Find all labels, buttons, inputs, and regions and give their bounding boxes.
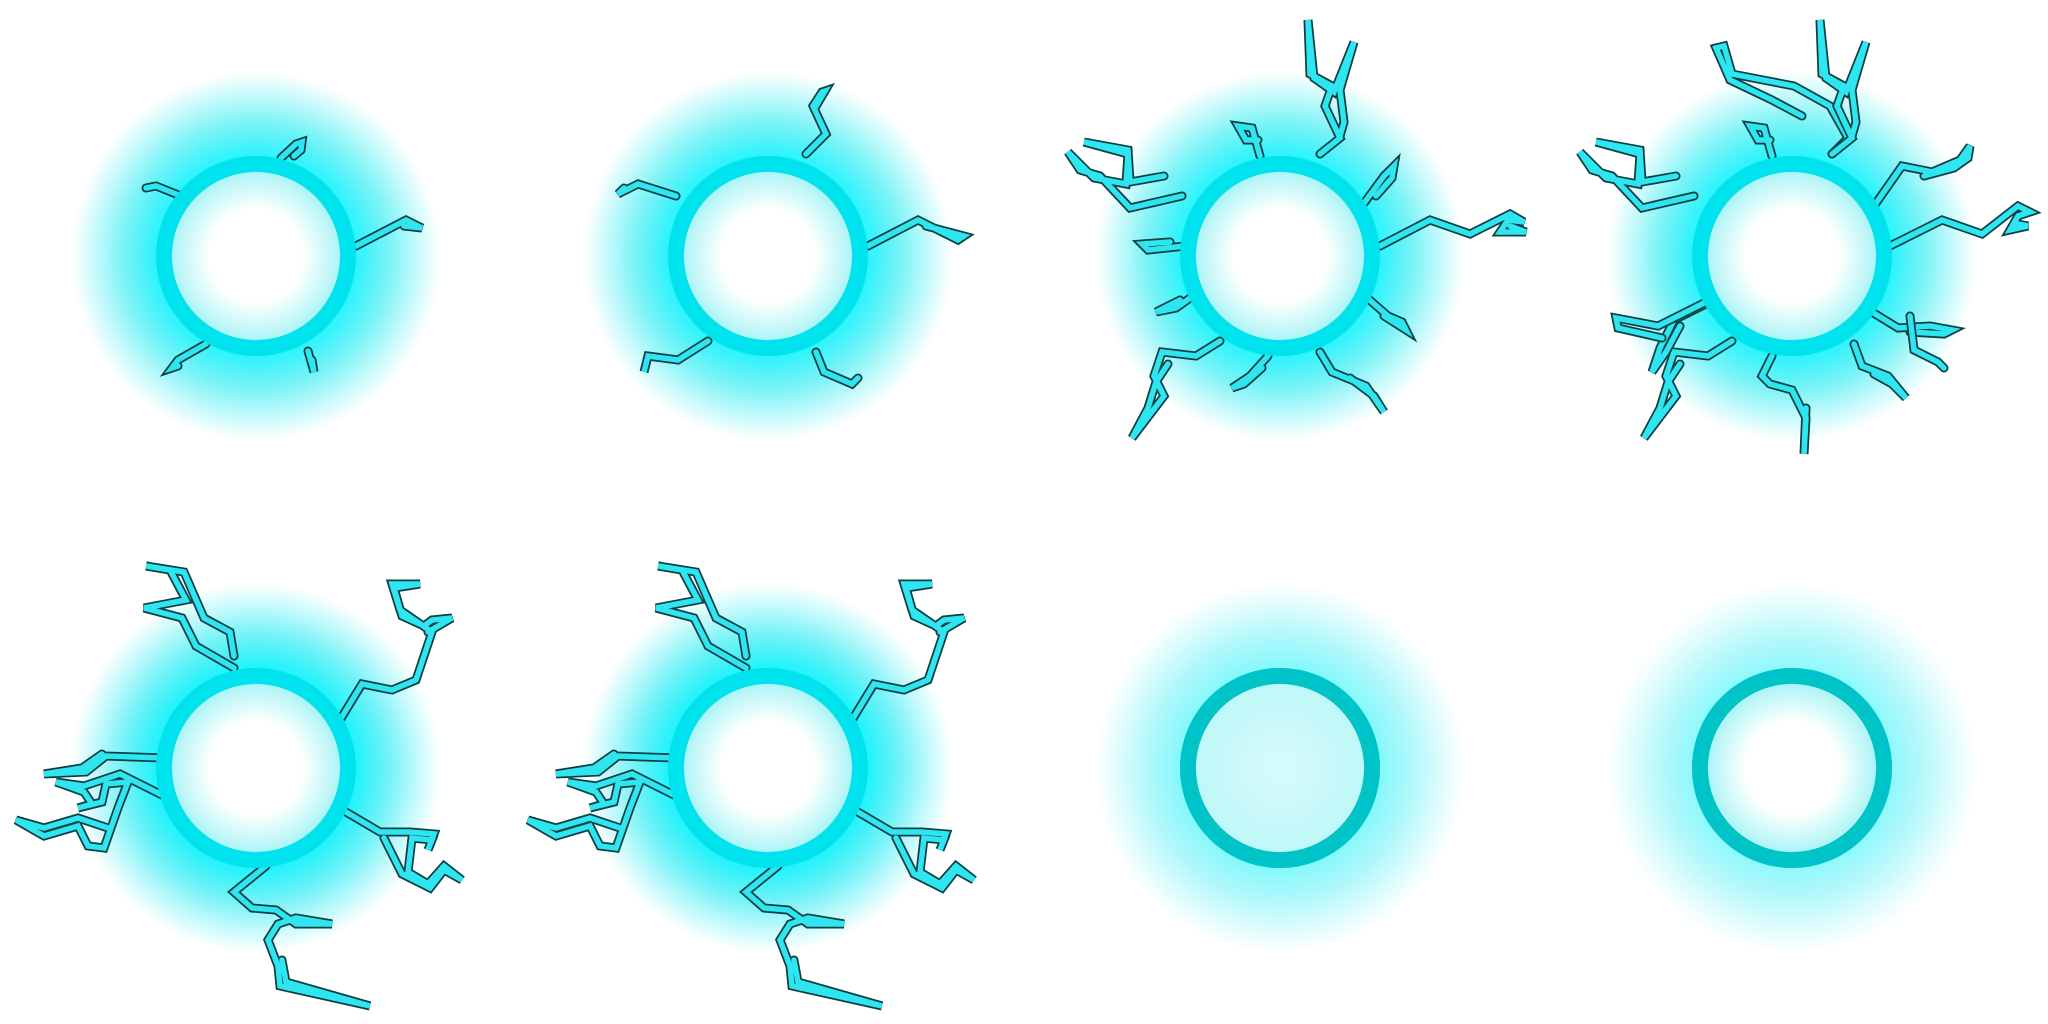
crack-shard-4 (639, 336, 713, 374)
crack-shard-5 (1128, 336, 1225, 441)
orb-ring-shade (668, 156, 868, 356)
sprite-frame-4 (1576, 19, 2042, 455)
crack-shard-3 (863, 214, 975, 251)
crack-shard-9 (1315, 347, 1388, 415)
orb-core (1708, 172, 1876, 340)
crack-shard-3 (1229, 120, 1265, 161)
crack-shard-5 (341, 807, 465, 894)
crack-shard-13 (1741, 120, 1777, 161)
orb-ring (1692, 156, 1892, 356)
orb-ring (668, 668, 868, 868)
crack-shard-1 (1064, 137, 1187, 213)
orb-core (172, 172, 340, 340)
sprite-frame-8 (1607, 583, 1977, 953)
crack-shard-1 (141, 181, 186, 201)
crack-shard-12 (1905, 311, 1949, 373)
crack-shard-3 (351, 214, 425, 251)
crack-shard-6 (227, 861, 372, 1011)
orb-ring-shade (1692, 668, 1892, 868)
crack-shard-3 (1815, 19, 1871, 159)
crack-shard-8 (1360, 291, 1418, 343)
crack-shard-5 (303, 346, 319, 374)
orb-ring-shade (156, 668, 356, 868)
crack-shard-6 (1640, 336, 1737, 441)
crack-shard-11 (1756, 351, 1811, 455)
crack-shard-5 (811, 347, 863, 390)
sprite-frame-2 (583, 71, 975, 441)
sprite-frame-3 (1064, 19, 1528, 441)
crack-shard-5 (853, 807, 977, 894)
crack-shard-2 (1303, 19, 1359, 159)
orb-ring-shade (156, 156, 356, 356)
orb-ring-shade (1180, 668, 1380, 868)
orb-ring-shade (1692, 156, 1892, 356)
frames-layer (13, 19, 2042, 1011)
crack-shard-1 (614, 179, 681, 201)
sprite-frame-7 (1095, 583, 1465, 953)
crack-shard-1 (1576, 137, 1699, 213)
orb-core (684, 172, 852, 340)
orb-ring (668, 156, 868, 356)
orb-core (1708, 684, 1876, 852)
orb-ring (156, 156, 356, 356)
orb-ring (1180, 156, 1380, 356)
sprite-frame-5 (13, 561, 465, 1011)
crack-shard-2 (847, 579, 967, 725)
crack-shard-3 (555, 749, 681, 779)
crack-shard-8 (1610, 293, 1719, 343)
crack-shard-3 (43, 749, 169, 779)
crack-shard-11 (1357, 152, 1401, 211)
orb-core (1196, 172, 1364, 340)
orb-ring-shade (1180, 156, 1380, 356)
orb-core (1196, 684, 1364, 852)
crack-shard-6 (739, 861, 884, 1011)
crack-shard-2 (801, 82, 835, 159)
crack-shard-4 (525, 769, 685, 853)
crack-shard-2 (276, 135, 308, 163)
crack-shard-10 (1849, 339, 1910, 402)
crack-shard-7 (1153, 286, 1205, 317)
crack-shard-4 (1869, 143, 1975, 211)
orb-ring (156, 668, 356, 868)
crack-shard-2 (1709, 40, 1854, 159)
crack-shard-9 (1867, 307, 1967, 339)
crack-shard-4 (13, 769, 173, 853)
crack-shard-5 (1885, 200, 2042, 251)
sprite-frame-6 (525, 561, 977, 1011)
crack-shard-10 (1229, 351, 1273, 393)
orb-core (684, 684, 852, 852)
crack-shard-6 (1131, 237, 1190, 255)
orb-core (172, 684, 340, 852)
crack-shard-4 (159, 339, 211, 377)
orb-ring-shade (668, 668, 868, 868)
crack-shard-1 (654, 561, 751, 673)
crack-shard-1 (142, 561, 239, 673)
sprite-frame-1 (71, 71, 441, 441)
crack-shard-2 (335, 579, 455, 725)
crack-shard-4 (1375, 208, 1528, 251)
